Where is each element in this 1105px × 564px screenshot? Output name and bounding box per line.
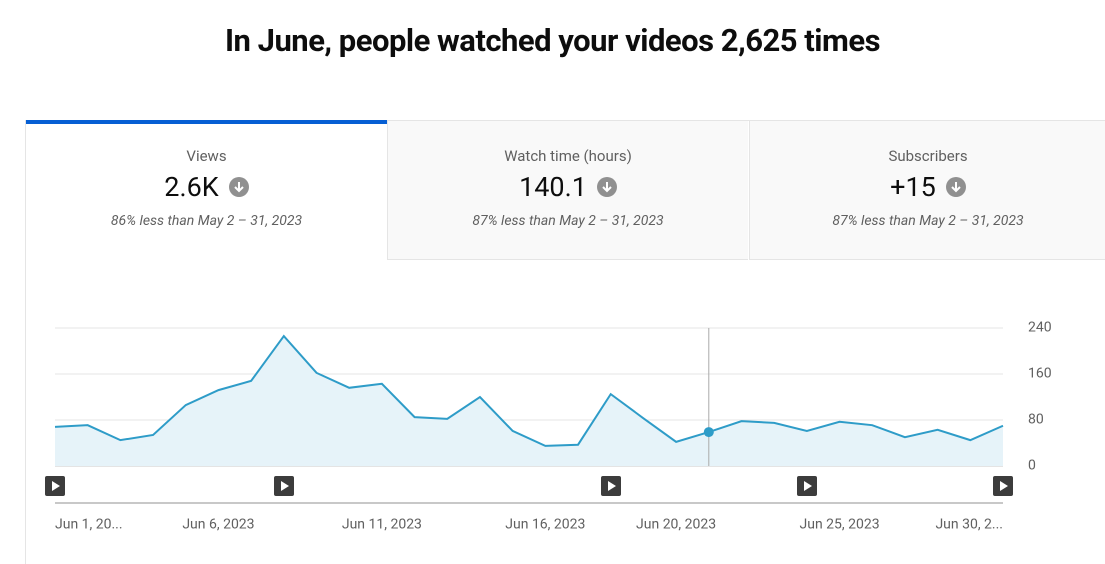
y-tick-label: 240 [1028,320,1052,336]
y-tick-label: 80 [1028,412,1044,428]
down-icon [596,177,617,197]
x-tick-label: Jun 20, 2023 [636,517,716,533]
x-tick-label: Jun 16, 2023 [505,517,585,533]
metric-value-row: +15 [750,171,1105,203]
line [54,334,1004,447]
x-tick-label: Jun 1, 20... [55,517,123,533]
metric-tab[interactable]: Views 2.6K 86% less than May 2 – 31, 202… [26,120,387,260]
video-marker[interactable] [45,476,65,496]
metric-value: +15 [890,171,936,203]
page-title: In June, people watched your videos 2,62… [224,22,881,59]
x-tick-label: Jun 30, 2... [935,517,1003,533]
video-marker[interactable] [274,476,294,496]
metric-label: Subscribers [888,147,968,165]
video-markers [45,476,1013,496]
video-marker[interactable] [993,476,1013,496]
metric-label: Views [186,147,227,165]
metric-value-row: 140.1 [388,171,748,203]
video-marker[interactable] [601,476,621,496]
y-tick-label: 160 [1028,366,1052,382]
metric-comparison: 86% less than May 2 – 31, 2023 [110,213,303,229]
metric-label: Watch time (hours) [504,147,632,165]
hover-point [703,427,714,438]
area [55,336,1003,466]
y-tick-label: 0 [1028,458,1036,474]
metric-comparison: 87% less than May 2 – 31, 2023 [472,213,664,229]
x-tick-label: Jun 11, 2023 [342,517,422,533]
x-tick-label: Jun 6, 2023 [182,517,254,533]
down-icon [228,177,249,197]
metric-value: 2.6K [164,171,219,203]
metric-tab[interactable]: Watch time (hours) 140.1 87% less than M… [387,121,748,260]
x-tick-label: Jun 25, 2023 [800,517,880,533]
analytics-card: Views 2.6K 86% less than May 2 – 31, 202… [25,120,1105,564]
down-icon [945,177,966,197]
metric-tab[interactable]: Subscribers +15 87% less than May 2 – 31… [749,121,1105,260]
video-marker[interactable] [797,476,817,496]
metric-value-row: 2.6K [26,171,387,203]
metric-value: 140.1 [519,171,587,203]
metric-comparison: 87% less than May 2 – 31, 2023 [832,213,1024,229]
